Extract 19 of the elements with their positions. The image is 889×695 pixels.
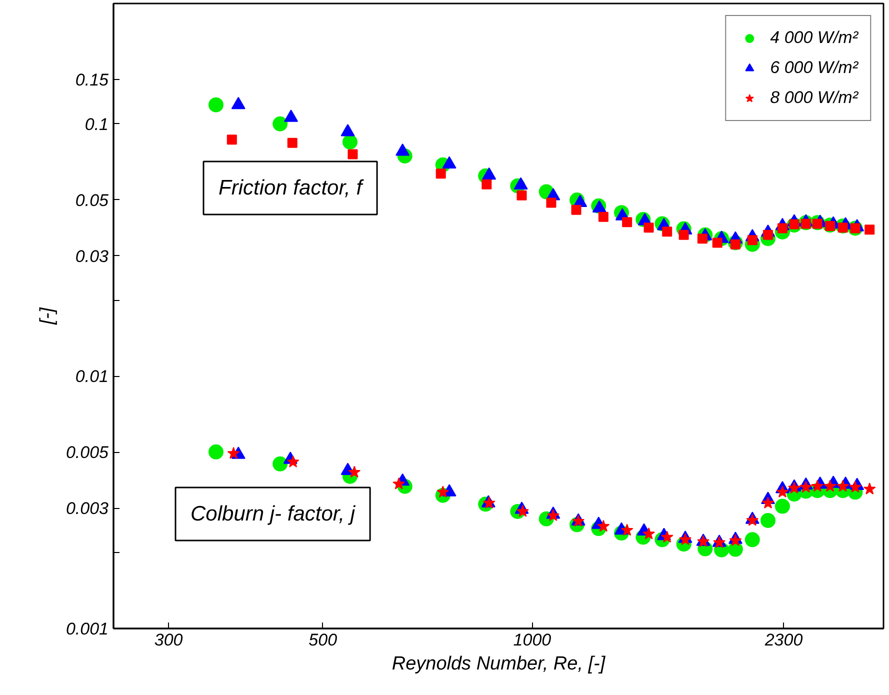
x-tick-label: 300 (154, 630, 184, 650)
y-tick-label: 0.01 (75, 367, 109, 386)
annotation: Friction factor, f (218, 176, 364, 200)
legend-label: 4 000 W/m² (770, 28, 858, 48)
y-tick-label: 0.005 (66, 443, 110, 462)
y-axis-title: [-] (36, 306, 58, 326)
legend-label: 8 000 W/m² (770, 88, 858, 108)
annotation: Colburn j- factor, j (190, 502, 356, 526)
y-tick-label: 0.15 (75, 70, 110, 90)
y-tick-label: 0.001 (66, 620, 109, 638)
x-tick-label: 500 (308, 630, 338, 650)
y-tick-label: 0.003 (66, 499, 110, 518)
y-tick-label: 0.05 (75, 190, 110, 210)
y-tick-label: 0.1 (84, 114, 109, 134)
legend-label: 6 000 W/m² (770, 58, 858, 78)
x-axis-title: Reynolds Number, Re, [-] (392, 654, 606, 674)
y-tick-label: 0.03 (75, 246, 110, 266)
x-tick-label: 1000 (513, 630, 552, 650)
x-tick-label: 2300 (764, 630, 804, 650)
